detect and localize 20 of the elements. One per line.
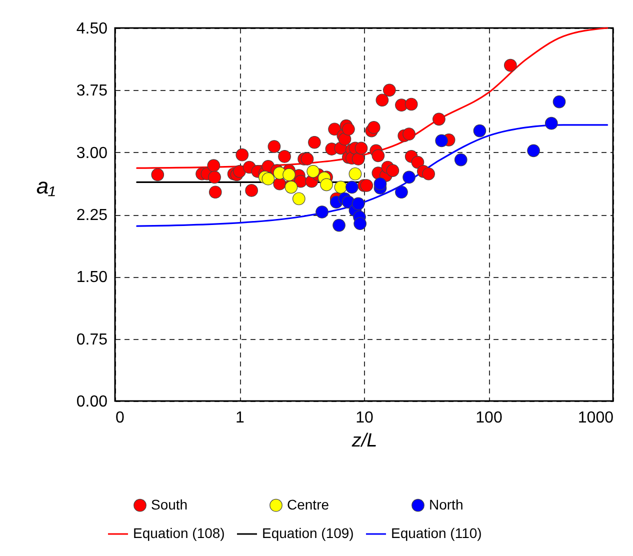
x-tick-label: 10 bbox=[356, 410, 374, 426]
y-tick-label: 0.00 bbox=[76, 394, 108, 410]
x-tick-label: 100 bbox=[476, 410, 502, 426]
y-axis-title: a₁ bbox=[36, 174, 56, 198]
y-tick-label: 3.00 bbox=[76, 144, 108, 162]
legend-label: Equation (109) bbox=[262, 525, 354, 541]
legend-label: Equation (110) bbox=[391, 525, 482, 541]
y-tick-label: 2.25 bbox=[76, 207, 108, 224]
x-axis-title: z/L bbox=[350, 430, 378, 452]
x-tick-label: 1000 bbox=[578, 410, 614, 426]
legend-label: Equation (108) bbox=[133, 525, 225, 541]
y-tick-label: 0.75 bbox=[76, 331, 108, 348]
y-tick-label: 3.75 bbox=[76, 82, 108, 100]
y-tick-label: 4.50 bbox=[76, 20, 108, 38]
legend-label: Centre bbox=[287, 496, 330, 512]
y-tick-label: 1.50 bbox=[76, 269, 108, 286]
legend-label: North bbox=[429, 496, 464, 512]
x-tick-label: 0 bbox=[116, 410, 124, 426]
legend-label: South bbox=[151, 496, 188, 512]
x-tick-label: 1 bbox=[236, 410, 245, 426]
